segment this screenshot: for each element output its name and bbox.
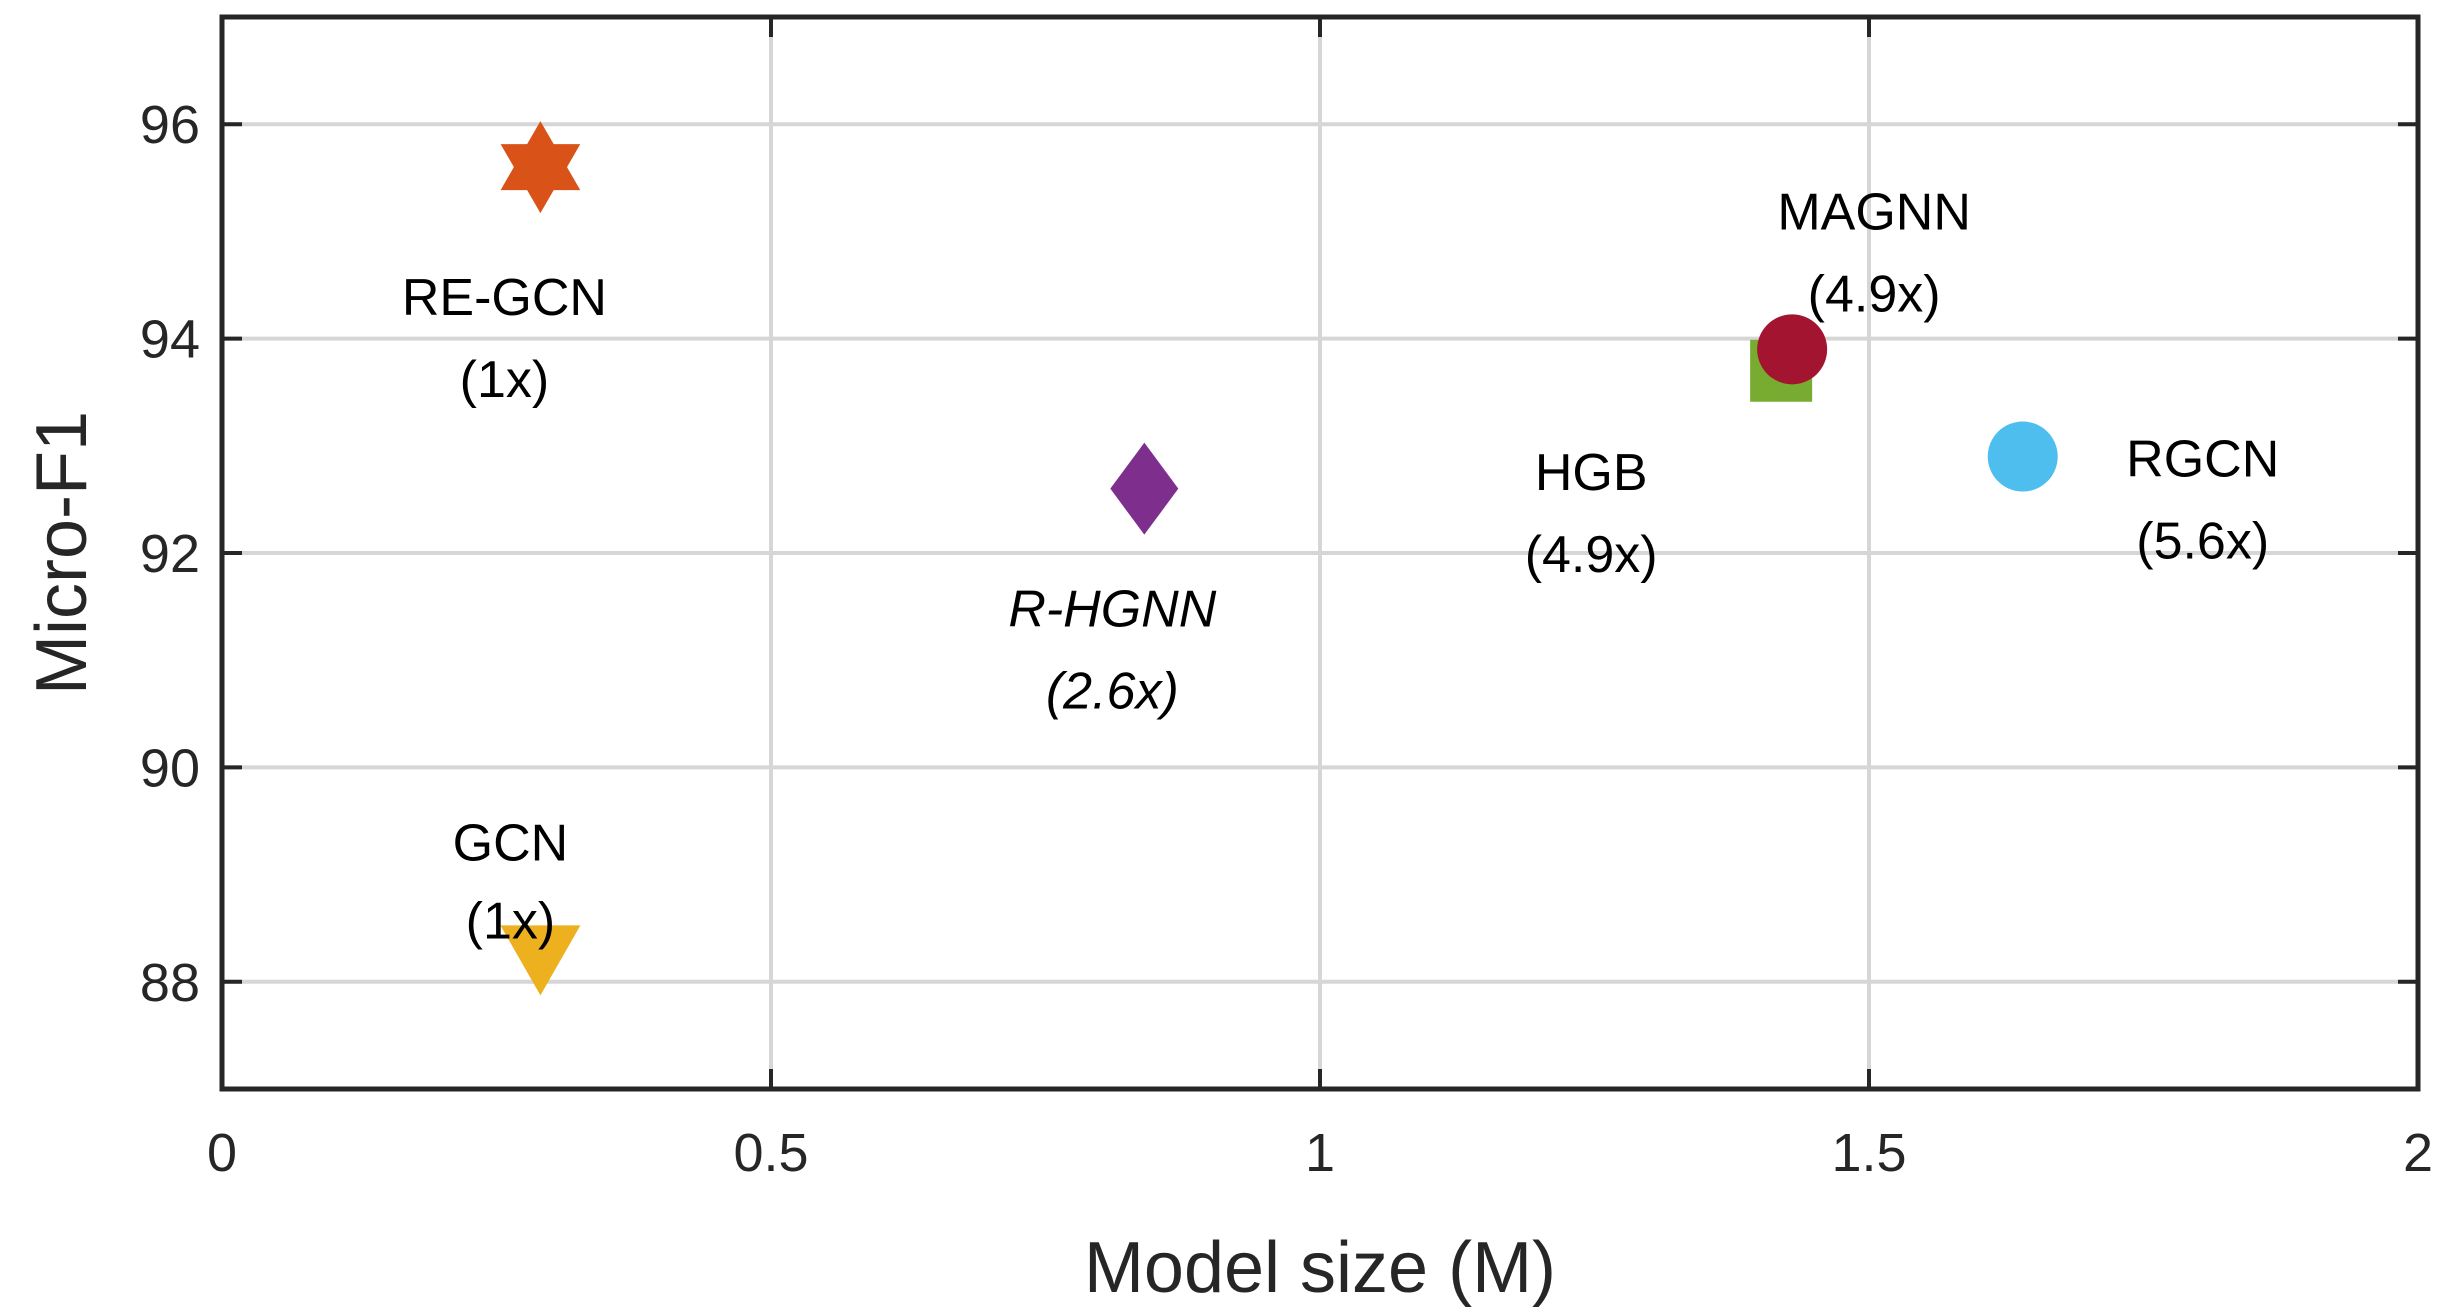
y-tick-label: 88 xyxy=(140,953,200,1013)
y-tick-label: 92 xyxy=(140,524,200,584)
x-tick-label: 2 xyxy=(2403,1123,2433,1183)
point-label-layer: RE-GCN (1x) GCN (1x) R-HGNN (2.6x) HGB (4.9x) MA… xyxy=(402,183,2279,950)
re-gcn-marker xyxy=(500,121,581,214)
x-tick-label: 0.5 xyxy=(733,1123,808,1183)
x-axis-title: Model size (M) xyxy=(1084,1228,1556,1308)
rgcn-ratio-label: (5.6x) xyxy=(2136,513,2269,571)
re-gcn-ratio-label: (1x) xyxy=(460,351,550,409)
hgb-ratio-label: (4.9x) xyxy=(1525,526,1658,584)
magnn-marker xyxy=(1757,314,1828,385)
tick-layer: 0 0.5 1 1.5 2 88 90 92 94 96 xyxy=(140,17,2433,1183)
gcn-label: GCN xyxy=(453,814,569,872)
grid-layer xyxy=(222,17,2418,1089)
hgb-label: HGB xyxy=(1535,444,1648,502)
x-tick-label: 0 xyxy=(207,1123,237,1183)
y-tick-label: 94 xyxy=(140,310,200,370)
r-hgnn-ratio-label: (2.6x) xyxy=(1046,663,1179,721)
rgcn-marker xyxy=(1987,421,2058,492)
re-gcn-marker-triangle-down xyxy=(500,144,581,214)
y-tick-label: 96 xyxy=(140,95,200,155)
y-tick-label: 90 xyxy=(140,738,200,798)
y-axis-title: Micro-F1 xyxy=(22,411,102,695)
gcn-ratio-label: (1x) xyxy=(466,892,556,950)
x-tick-label: 1 xyxy=(1305,1123,1335,1183)
magnn-ratio-label: (4.9x) xyxy=(1808,265,1941,323)
gcn-marker xyxy=(500,925,581,996)
marker-layer xyxy=(500,121,2058,996)
rgcn-label: RGCN xyxy=(2126,431,2279,489)
magnn-label: MAGNN xyxy=(1777,183,1971,241)
r-hgnn-label: R-HGNN xyxy=(1008,581,1216,639)
x-tick-label: 1.5 xyxy=(1831,1123,1906,1183)
r-hgnn-marker xyxy=(1110,442,1179,535)
re-gcn-label: RE-GCN xyxy=(402,269,607,327)
